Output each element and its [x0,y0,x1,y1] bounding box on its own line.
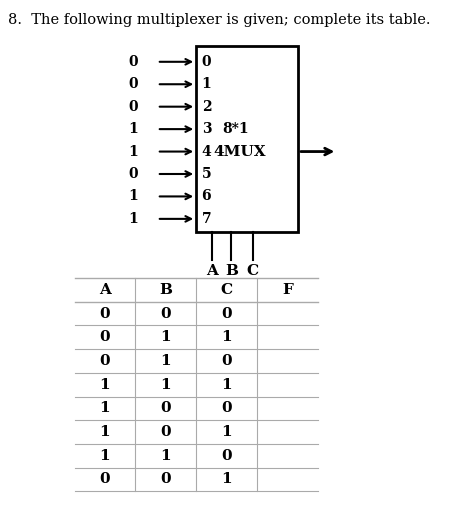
Text: 0: 0 [100,330,110,345]
Text: 1: 1 [221,377,232,392]
Text: B: B [159,283,172,297]
Text: F: F [282,283,293,297]
Text: 0: 0 [129,77,138,91]
Text: 1: 1 [221,330,232,345]
Text: 0: 0 [160,401,171,416]
Text: C: C [247,264,259,278]
Text: 3: 3 [201,122,211,136]
Text: 1: 1 [221,472,232,487]
Text: 1: 1 [100,425,110,439]
Text: 1: 1 [160,330,171,345]
Text: 1: 1 [100,449,110,463]
Text: 0: 0 [129,167,138,181]
Text: A: A [206,264,218,278]
Text: 0: 0 [160,472,171,487]
Text: 2: 2 [201,100,211,114]
Text: 5: 5 [201,167,211,181]
Text: 8*1: 8*1 [223,122,250,136]
Text: 1: 1 [128,145,138,159]
Text: 1: 1 [128,122,138,136]
Text: 1: 1 [201,77,211,91]
Text: 0: 0 [221,306,232,321]
Text: 1: 1 [160,377,171,392]
Text: 0: 0 [100,306,110,321]
Text: 1: 1 [128,190,138,203]
Text: 1: 1 [160,354,171,368]
Text: 8.  The following multiplexer is given; complete its table.: 8. The following multiplexer is given; c… [8,13,430,27]
Text: 0: 0 [221,354,232,368]
Text: 1: 1 [100,401,110,416]
Text: 0: 0 [221,449,232,463]
Text: 4: 4 [201,145,211,159]
Text: A: A [99,283,111,297]
Text: 1: 1 [160,449,171,463]
Text: 0: 0 [160,306,171,321]
Text: 6: 6 [201,190,211,203]
Text: 7: 7 [201,212,211,226]
Text: 1: 1 [100,377,110,392]
Text: 0: 0 [129,55,138,69]
Text: 0: 0 [221,401,232,416]
Text: 0: 0 [160,425,171,439]
Text: 4MUX: 4MUX [213,145,266,159]
Bar [196,46,298,232]
Text: 0: 0 [100,472,110,487]
Text: 0: 0 [100,354,110,368]
Text: 0: 0 [129,100,138,114]
Text: B: B [225,264,238,278]
Text: 1: 1 [128,212,138,226]
Text: C: C [220,283,232,297]
Text: 0: 0 [201,55,211,69]
Text: 1: 1 [221,425,232,439]
